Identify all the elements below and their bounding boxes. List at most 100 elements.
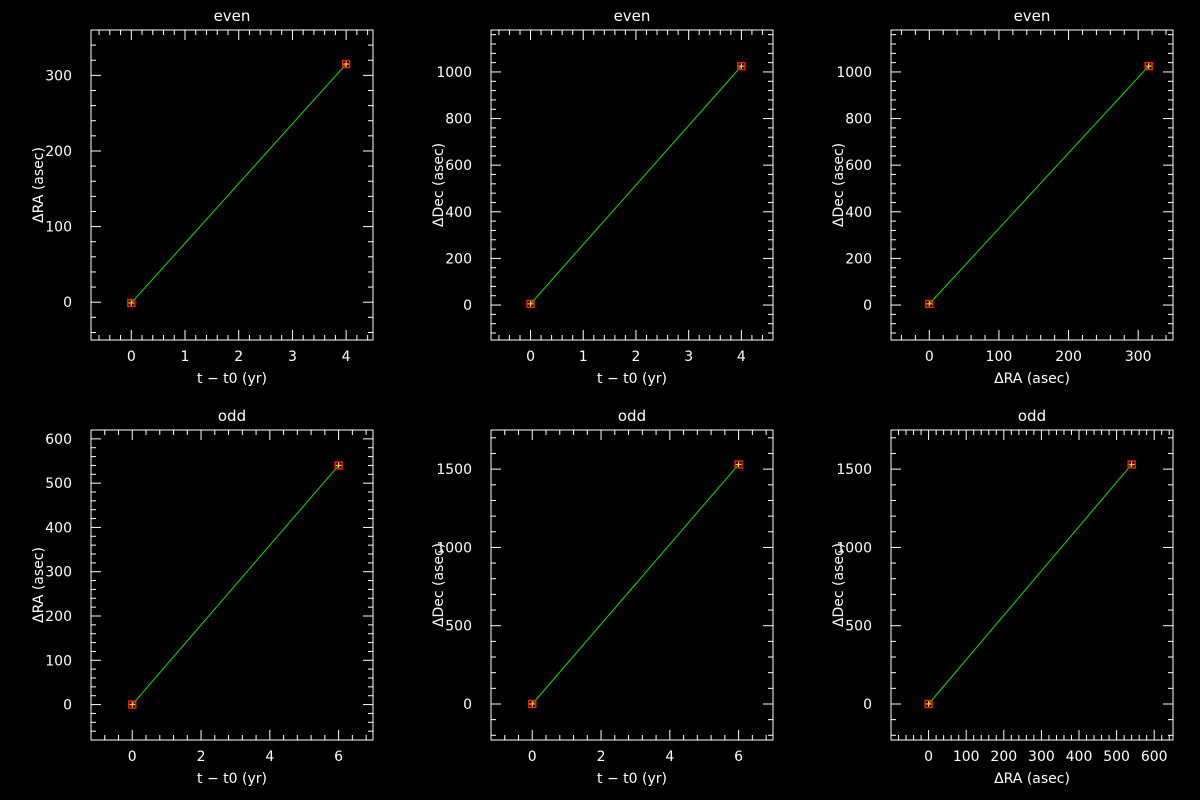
y-tick-label: 200 bbox=[845, 251, 872, 267]
y-tick-label: 1000 bbox=[436, 540, 472, 556]
x-tick-label: 4 bbox=[342, 349, 351, 365]
y-tick-label: 600 bbox=[45, 432, 72, 448]
y-tick-label: 800 bbox=[445, 112, 472, 128]
plot-frame bbox=[490, 429, 774, 741]
y-tick-label: 100 bbox=[45, 653, 72, 669]
x-axis-label: ΔRA (asec) bbox=[994, 371, 1070, 387]
x-axis-label: t − t0 (yr) bbox=[597, 771, 667, 787]
y-axis-label: ΔDec (asec) bbox=[831, 543, 847, 627]
x-tick-label: 2 bbox=[631, 349, 640, 365]
x-tick-label: 6 bbox=[734, 749, 743, 765]
panel-6: 0 100 200 300 400 500 600 0 500 1000 1500 odd ΔRA (a… bbox=[831, 407, 1174, 787]
x-tick-label: 200 bbox=[1055, 349, 1082, 365]
y-tick-label: 500 bbox=[445, 619, 472, 635]
y-axis-label: ΔDec (asec) bbox=[431, 543, 447, 627]
panel-title: even bbox=[1014, 7, 1051, 25]
y-axis-label: ΔDec (asec) bbox=[431, 143, 447, 227]
panel-title: odd bbox=[218, 407, 246, 425]
y-tick-label: 200 bbox=[445, 251, 472, 267]
series-line bbox=[530, 65, 742, 305]
x-tick-label: 3 bbox=[288, 349, 297, 365]
x-tick-label: 0 bbox=[528, 749, 537, 765]
y-tick-label: 0 bbox=[463, 697, 472, 713]
x-axis-label: t − t0 (yr) bbox=[197, 771, 267, 787]
x-tick-label: 500 bbox=[1103, 749, 1130, 765]
panel-1: 0 1 2 3 4 0 100 200 300 even t − t0 (yr) ΔRA (asec) bbox=[31, 7, 374, 387]
x-tick-label: 2 bbox=[197, 749, 206, 765]
x-tick-label: 1 bbox=[579, 349, 588, 365]
x-tick-label: 0 bbox=[128, 749, 137, 765]
x-tick-label: 3 bbox=[684, 349, 693, 365]
y-axis-label: ΔDec (asec) bbox=[831, 143, 847, 227]
data-point bbox=[128, 700, 137, 709]
x-tick-label: 300 bbox=[1125, 349, 1152, 365]
data-point bbox=[924, 699, 933, 709]
data-point bbox=[528, 699, 537, 709]
y-tick-label: 0 bbox=[463, 298, 472, 314]
x-tick-label: 4 bbox=[265, 749, 274, 765]
panel-title: even bbox=[214, 7, 251, 25]
data-point bbox=[341, 59, 351, 69]
y-axis-label: ΔRA (asec) bbox=[31, 147, 47, 223]
x-tick-label: 0 bbox=[925, 349, 934, 365]
series-line bbox=[928, 65, 1149, 305]
x-axis-label: t − t0 (yr) bbox=[197, 371, 267, 387]
data-point bbox=[127, 298, 136, 308]
y-tick-label: 300 bbox=[45, 565, 72, 581]
x-tick-label: 100 bbox=[953, 749, 980, 765]
data-point bbox=[526, 299, 535, 309]
y-tick-label: 1000 bbox=[836, 540, 872, 556]
y-tick-label: 0 bbox=[863, 298, 872, 314]
panel-2: 0 1 2 3 4 0 200 400 600 800 1000 even t − t0 (yr) ΔDe… bbox=[431, 7, 774, 387]
series-line bbox=[131, 465, 339, 705]
y-tick-label: 0 bbox=[63, 295, 72, 311]
y-tick-label: 1000 bbox=[436, 65, 472, 81]
data-point bbox=[334, 461, 343, 470]
x-tick-label: 6 bbox=[334, 749, 343, 765]
x-tick-label: 4 bbox=[665, 749, 674, 765]
y-tick-label: 400 bbox=[445, 205, 472, 221]
x-tick-label: 400 bbox=[1066, 749, 1093, 765]
plot-frame bbox=[90, 429, 374, 741]
y-tick-label: 600 bbox=[845, 158, 872, 174]
data-point bbox=[1144, 61, 1153, 71]
y-tick-label: 1000 bbox=[836, 65, 872, 81]
panel-title: odd bbox=[1018, 407, 1046, 425]
x-tick-label: 0 bbox=[127, 349, 136, 365]
plot-frame bbox=[890, 29, 1174, 341]
plot-frame bbox=[890, 429, 1174, 741]
panel-4: 0 2 4 6 0 100 200 300 400 500 600 odd t − t0 (yr) ΔRA… bbox=[31, 407, 374, 787]
y-tick-label: 400 bbox=[845, 205, 872, 221]
y-tick-label: 0 bbox=[863, 697, 872, 713]
x-tick-label: 100 bbox=[986, 349, 1013, 365]
panel-title: even bbox=[614, 7, 651, 25]
y-tick-label: 500 bbox=[45, 476, 72, 492]
x-tick-label: 2 bbox=[597, 749, 606, 765]
plot-frame bbox=[90, 29, 374, 341]
y-tick-label: 1500 bbox=[836, 462, 872, 478]
x-tick-label: 600 bbox=[1141, 749, 1168, 765]
series-line bbox=[928, 464, 1133, 705]
y-tick-label: 600 bbox=[445, 158, 472, 174]
y-tick-label: 200 bbox=[45, 144, 72, 160]
x-axis-label: t − t0 (yr) bbox=[597, 371, 667, 387]
panel-5: 0 2 4 6 0 500 1000 1500 odd t − t0 (yr) ΔDec (asec… bbox=[431, 407, 774, 787]
x-tick-label: 0 bbox=[526, 349, 535, 365]
x-tick-label: 200 bbox=[990, 749, 1017, 765]
y-axis-label: ΔRA (asec) bbox=[31, 547, 47, 623]
x-tick-label: 1 bbox=[181, 349, 190, 365]
data-point bbox=[925, 299, 934, 309]
plot-frame bbox=[490, 29, 774, 341]
panel-3: 0 100 200 300 0 200 400 600 800 1000 even ΔRA (asec… bbox=[831, 7, 1174, 387]
series-line bbox=[531, 464, 739, 705]
x-tick-label: 4 bbox=[737, 349, 746, 365]
x-tick-label: 300 bbox=[1028, 749, 1055, 765]
data-point bbox=[1127, 460, 1136, 469]
data-point bbox=[734, 460, 743, 469]
x-tick-label: 0 bbox=[924, 749, 933, 765]
panel-title: odd bbox=[618, 407, 646, 425]
y-tick-label: 300 bbox=[45, 68, 72, 84]
y-tick-label: 1500 bbox=[436, 462, 472, 478]
data-point bbox=[737, 61, 746, 71]
